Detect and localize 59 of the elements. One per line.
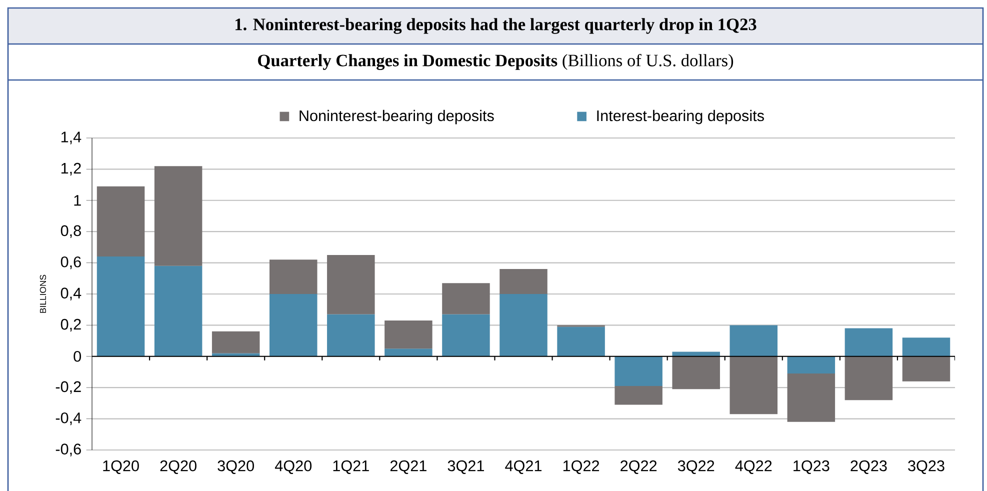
bar [844,328,893,356]
bar [442,314,490,356]
y-tick-label: 1,4 [61,132,82,144]
bar [844,356,893,400]
bar [902,338,950,356]
y-axis-title: BILLIONS [40,274,46,313]
bar [327,254,375,314]
x-tick-label: 3Q21 [448,460,484,474]
y-tick-label: -0,6 [56,444,81,456]
x-tick-label: 1Q23 [794,460,830,474]
y-tick-label: 0,8 [60,225,81,238]
y-tick-label: 0,6 [60,256,81,270]
x-tick-label: 4Q21 [505,460,542,474]
chart-title: 1. Noninterest-bearing deposits had the largest quarterly drop in 1Q23 [236,18,756,34]
y-tick-label: 0 [74,350,82,362]
bar [672,356,720,390]
x-tick-label: 2Q21 [390,460,426,474]
y-tick-label: 1,2 [61,162,81,176]
bar [730,325,778,356]
x-tick-label: 1Q22 [563,460,600,474]
x-tick-label: 2Q23 [850,460,887,474]
y-tick-label: 0,4 [60,288,82,300]
bar [787,356,836,374]
bar [327,314,375,356]
x-tick-label: 2Q22 [620,460,657,474]
x-tick-label: 2Q20 [160,460,196,474]
bar [902,356,950,382]
y-tick-label: 0,2 [60,318,81,332]
bar [384,320,432,349]
bar [500,294,548,356]
y-tick-label: 1 [74,195,81,206]
bar [96,256,145,356]
bar [614,386,662,405]
x-tick-label: 4Q22 [735,460,772,474]
x-tick-label: 1Q20 [103,460,139,474]
x-tick-label: 3Q23 [908,460,944,474]
bar [500,269,548,294]
y-tick-label: -0,2 [56,381,81,394]
legend-label: Noninterest-bearing deposits [300,110,494,124]
bar [212,331,260,354]
bar [557,326,605,356]
bar [614,356,662,386]
bar [154,166,202,266]
x-tick-label: 3Q20 [218,460,254,474]
legend-label: Interest-bearing deposits [597,110,764,124]
bar [787,374,836,422]
bar [270,294,318,356]
chart-subtitle: Quarterly Changes in Domestic Deposits (Billions of U.S. dollars) [258,54,734,70]
bar [270,260,318,294]
bar [384,348,432,356]
y-tick-label: -0,4 [56,412,82,426]
bar [442,283,490,314]
bar [154,266,202,356]
x-tick-label: 4Q20 [274,460,312,474]
x-tick-label: 1Q21 [333,460,369,474]
bar [96,186,145,257]
bar [730,356,778,414]
bar [672,352,720,356]
x-tick-label: 3Q22 [678,460,714,474]
